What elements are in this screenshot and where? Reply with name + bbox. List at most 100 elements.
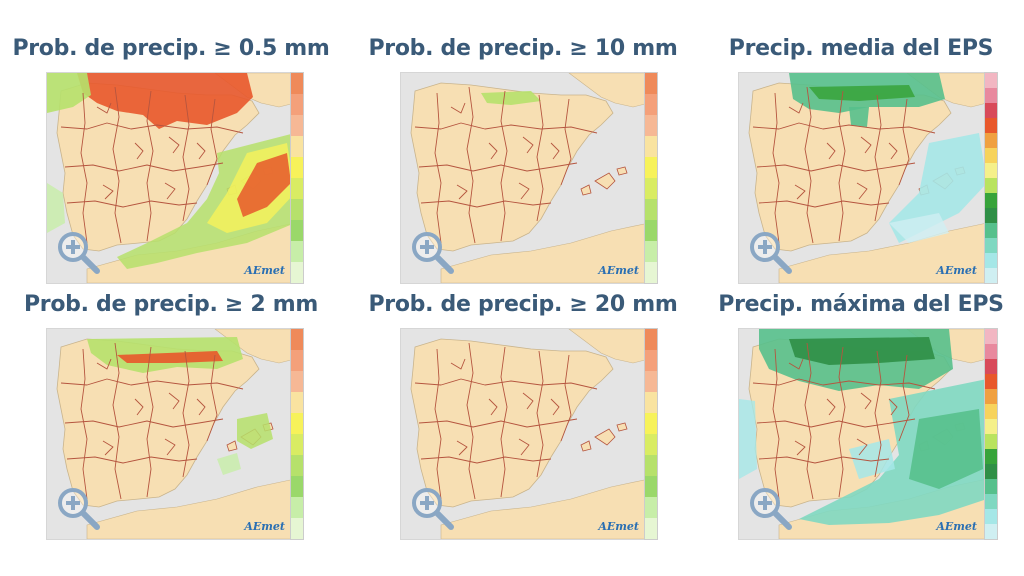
province-border — [450, 358, 560, 456]
zoom-icon[interactable] — [747, 229, 793, 275]
scale-step — [291, 329, 303, 350]
province-border — [500, 90, 508, 242]
scale-step — [291, 115, 303, 136]
scale-step — [985, 268, 997, 283]
color-scale — [644, 328, 658, 540]
rain-area — [77, 73, 253, 129]
panel-prob-20mm: Prob. de precip. ≥ 20 mm AEmet — [358, 292, 688, 542]
precip-map[interactable]: AEmet — [46, 72, 296, 284]
scale-step — [645, 157, 657, 178]
panel-max-eps: Precip. máxima del EPS AEmet — [696, 292, 1024, 542]
land-layer — [410, 329, 649, 539]
scale-step — [985, 389, 997, 404]
map-canvas — [410, 329, 649, 539]
province-border — [758, 200, 890, 208]
scale-step — [985, 509, 997, 524]
zoom-icon[interactable] — [409, 485, 455, 531]
color-scale — [984, 72, 998, 284]
scale-step — [985, 148, 997, 163]
scale-step — [645, 476, 657, 497]
france-land — [568, 329, 649, 364]
scale-step — [985, 118, 997, 133]
africa-land — [440, 478, 649, 539]
rain-area — [889, 213, 949, 243]
rain-area — [217, 453, 241, 475]
scale-step — [291, 136, 303, 157]
panel-prob-0-5mm: Prob. de precip. ≥ 0.5 mm AEmet — [6, 36, 336, 286]
scale-step — [645, 73, 657, 94]
scale-step — [291, 371, 303, 392]
rain-area — [789, 337, 935, 365]
scale-step — [985, 449, 997, 464]
zoom-icon[interactable] — [55, 485, 101, 531]
scale-step — [645, 94, 657, 115]
province-border — [838, 90, 846, 242]
scale-step — [985, 329, 997, 344]
africa-land — [440, 222, 649, 283]
province-border — [898, 98, 910, 186]
precip-map[interactable]: AEmet — [738, 72, 988, 284]
scale-step — [985, 404, 997, 419]
scale-step — [985, 253, 997, 268]
province-border — [66, 200, 198, 208]
scale-step — [985, 178, 997, 193]
panel-title: Prob. de precip. ≥ 10 mm — [368, 36, 678, 61]
province-border — [756, 418, 916, 428]
province-border — [788, 358, 898, 456]
island-land — [616, 166, 628, 176]
rain-overlay — [47, 73, 295, 269]
panel-title: Precip. media del EPS — [728, 36, 994, 61]
scale-step — [985, 359, 997, 374]
precip-map[interactable]: AEmet — [400, 72, 650, 284]
province-border — [420, 200, 552, 208]
province-border — [758, 456, 890, 464]
rain-overlay — [87, 337, 273, 475]
province-borders — [414, 342, 598, 500]
africa-land — [778, 222, 987, 283]
province-border — [500, 346, 508, 498]
precip-map[interactable]: AEmet — [400, 328, 650, 540]
scale-step — [645, 518, 657, 539]
province-borders — [752, 342, 936, 500]
precip-map[interactable]: AEmet — [738, 328, 988, 540]
panel-prob-2mm: Prob. de precip. ≥ 2 mm AEmet — [6, 292, 336, 542]
scale-step — [645, 413, 657, 434]
province-border — [66, 456, 198, 464]
scale-step — [645, 350, 657, 371]
scale-step — [645, 136, 657, 157]
province-border — [874, 94, 882, 222]
zoom-icon[interactable] — [409, 229, 455, 275]
scale-step — [985, 344, 997, 359]
rain-area — [237, 153, 291, 217]
precip-map[interactable]: AEmet — [46, 328, 296, 540]
scale-step — [645, 329, 657, 350]
province-border — [804, 86, 814, 244]
rain-overlay — [481, 91, 541, 105]
rain-area — [117, 351, 223, 363]
province-border — [206, 354, 218, 442]
color-scale — [984, 328, 998, 540]
aemet-logo: AEmet — [598, 520, 639, 533]
zoom-icon[interactable] — [55, 229, 101, 275]
province-border — [60, 378, 244, 390]
province-borders — [414, 86, 598, 244]
scale-step — [291, 434, 303, 455]
scale-step — [291, 199, 303, 220]
rain-area — [237, 413, 273, 449]
panel-mean-eps: Precip. media del EPS AEmet — [696, 36, 1024, 286]
province-border — [434, 92, 442, 244]
map-canvas — [47, 73, 295, 283]
province-border — [752, 122, 936, 134]
province-border — [772, 348, 780, 500]
aemet-logo: AEmet — [244, 520, 285, 533]
scale-step — [985, 494, 997, 509]
panel-title: Precip. máxima del EPS — [718, 292, 1004, 317]
zoom-icon[interactable] — [747, 485, 793, 531]
rain-area — [809, 85, 915, 101]
panel-title: Prob. de precip. ≥ 0.5 mm — [12, 36, 330, 61]
scale-step — [645, 392, 657, 413]
iberia-land — [410, 338, 614, 508]
panel-title: Prob. de precip. ≥ 2 mm — [23, 292, 319, 317]
scale-step — [645, 434, 657, 455]
scale-step — [985, 193, 997, 208]
